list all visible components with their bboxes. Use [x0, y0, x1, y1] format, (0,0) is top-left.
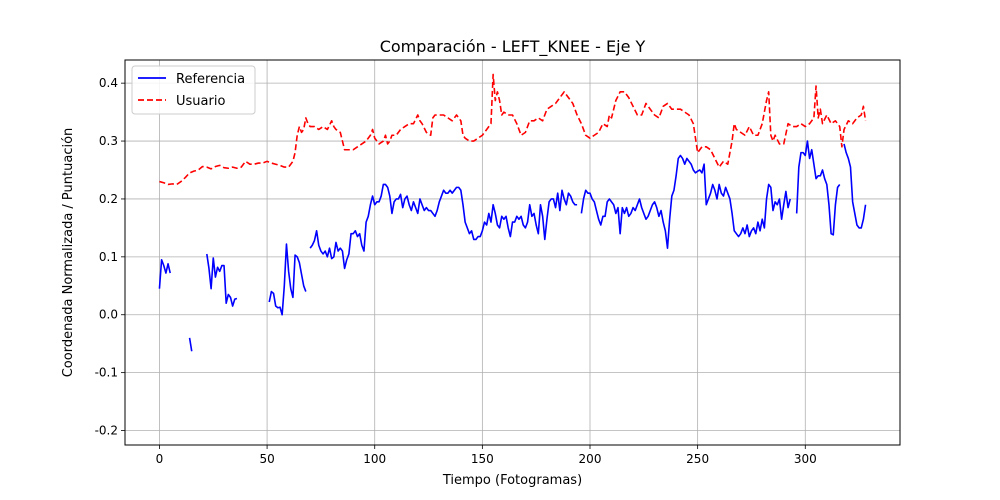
y-axis-label: Coordenada Normalizada / Puntuación	[61, 128, 76, 378]
series-usuario	[159, 73, 867, 186]
legend-label: Usuario	[176, 94, 225, 109]
series-line-segment	[158, 258, 171, 289]
ticks: 0 50 100 150 200 250 300 -0.2 -0.1 0.0 0.1 0.2 0.3 0.…	[95, 76, 817, 466]
series-line-segment	[268, 243, 307, 316]
series-line-segment	[843, 143, 867, 229]
series-line-segment	[309, 183, 578, 270]
x-tick-label: 200	[579, 452, 602, 466]
x-tick-label: 100	[363, 452, 386, 466]
x-tick-label: 50	[259, 452, 274, 466]
x-tick-label: 250	[686, 452, 709, 466]
series-line-segment	[188, 337, 193, 352]
chart-title: Comparación - LEFT_KNEE - Eje Y	[380, 37, 646, 57]
grid	[125, 60, 900, 445]
series-line-segment	[206, 253, 238, 307]
y-tick-label: 0.4	[99, 76, 118, 90]
legend: Referencia Usuario	[131, 65, 256, 115]
series-line-segment	[159, 73, 867, 186]
x-tick-label: 150	[471, 452, 494, 466]
y-tick-label: 0.1	[99, 250, 118, 264]
series-line-segment	[580, 154, 791, 249]
x-axis-label: Tiempo (Fotogramas)	[442, 473, 582, 488]
y-tick-label: 0.0	[99, 308, 118, 322]
x-tick-label: 0	[156, 452, 164, 466]
legend-label: Referencia	[176, 72, 245, 87]
plot-frame	[124, 59, 901, 446]
y-tick-label: -0.2	[95, 424, 118, 438]
y-tick-label: 0.3	[99, 134, 118, 148]
x-tick-label: 300	[794, 452, 817, 466]
y-tick-label: 0.2	[99, 192, 118, 206]
y-tick-label: -0.1	[95, 366, 118, 380]
series-referencia	[158, 140, 867, 352]
series-layer	[158, 73, 867, 352]
series-line-segment	[795, 140, 841, 236]
